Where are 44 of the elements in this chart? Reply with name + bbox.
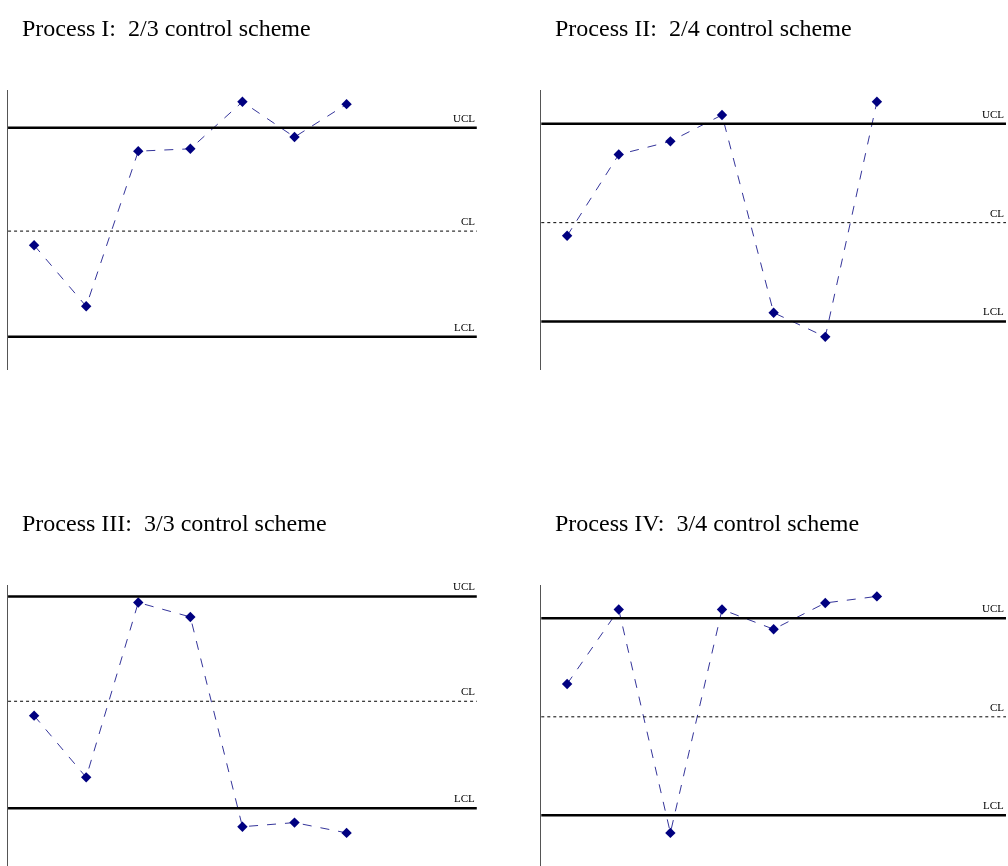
point [341, 827, 352, 839]
point [185, 143, 196, 155]
point [768, 624, 779, 635]
point [871, 96, 883, 108]
point [237, 821, 248, 832]
chart-title: Process III: 3/3 control scheme [22, 510, 327, 536]
point [28, 240, 40, 251]
ref-line-label: CL [461, 685, 476, 697]
chart-title: Process IV: 3/4 control scheme [555, 510, 860, 536]
point [289, 817, 300, 828]
point [561, 678, 573, 690]
point [80, 772, 92, 783]
point [716, 109, 728, 121]
point [820, 597, 831, 609]
ref-line-label: UCL [453, 580, 476, 592]
point [341, 98, 352, 110]
point [613, 149, 624, 160]
ref-line-label: LCL [454, 321, 476, 333]
point [133, 597, 144, 608]
chart-title: Process II: 2/4 control scheme [555, 15, 852, 41]
ref-line-label: CL [990, 207, 1005, 219]
point [871, 591, 883, 602]
ref-line-label: LCL [983, 305, 1005, 317]
chart-title: Process I: 2/3 control scheme [22, 15, 311, 41]
point [665, 827, 676, 839]
point [237, 96, 248, 108]
point [561, 230, 573, 242]
point [716, 604, 728, 615]
point [613, 604, 624, 615]
ref-line-label: UCL [982, 108, 1005, 120]
ref-line-label: UCL [982, 602, 1005, 614]
point [80, 301, 92, 312]
ref-line-label: CL [990, 701, 1005, 713]
ref-line-label: LCL [454, 792, 476, 804]
point [820, 331, 831, 343]
point [665, 136, 676, 147]
point [185, 611, 196, 623]
point [768, 307, 779, 318]
point [289, 131, 300, 143]
ref-line-label: LCL [983, 799, 1005, 811]
point [133, 145, 144, 157]
point [28, 710, 40, 721]
ref-line-label: CL [461, 215, 476, 227]
ref-line-label: UCL [453, 112, 476, 124]
